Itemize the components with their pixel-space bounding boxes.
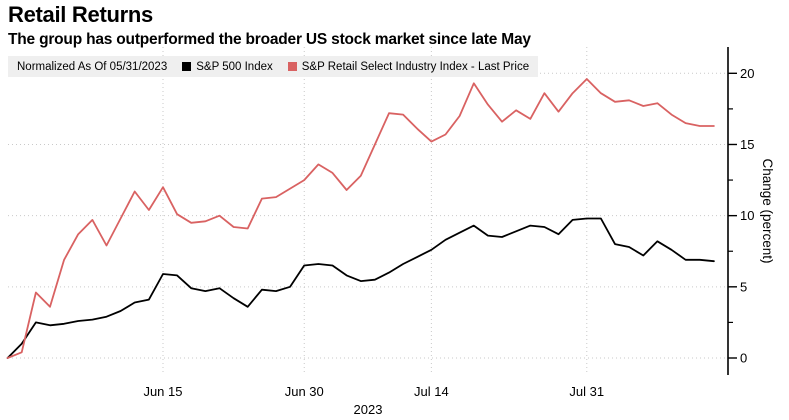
y-tick-label: 20 bbox=[740, 66, 754, 81]
chart-legend: Normalized As Of 05/31/2023 S&P 500 Inde… bbox=[8, 56, 539, 77]
legend-item-sp500: S&P 500 Index bbox=[182, 61, 273, 73]
legend-normalized-note: Normalized As Of 05/31/2023 bbox=[17, 61, 167, 73]
y-tick-label: 10 bbox=[740, 208, 754, 223]
axis-tick-labels: 0 5 10 15 20 Jun 15 Jun 30 Jul 14 Jul 31 bbox=[143, 66, 754, 399]
x-axis-year-label: 2023 bbox=[354, 402, 383, 417]
legend-normalized-label: Normalized As Of 05/31/2023 bbox=[17, 60, 168, 73]
sp500-swatch-icon bbox=[182, 62, 192, 71]
legend-retail-label: S&P Retail Select Industry Index - Last … bbox=[301, 60, 530, 73]
y-axis-title: Change (percent) bbox=[760, 158, 775, 263]
chart-series bbox=[6, 78, 715, 359]
gridlines bbox=[8, 47, 728, 375]
retail-swatch-icon bbox=[287, 62, 297, 71]
retail-line-series bbox=[6, 78, 715, 359]
right-y-axis bbox=[727, 47, 737, 375]
x-tick-label: Jul 14 bbox=[414, 384, 449, 399]
y-tick-label: 5 bbox=[740, 279, 747, 294]
x-tick-label: Jun 15 bbox=[143, 384, 182, 399]
chart-title: Retail Returns bbox=[8, 2, 153, 27]
legend-item-retail: S&P Retail Select Industry Index - Last … bbox=[287, 60, 530, 73]
y-tick-label: 0 bbox=[740, 351, 747, 366]
sp500-line-series bbox=[6, 217, 715, 359]
x-tick-label: Jun 30 bbox=[285, 384, 324, 399]
y-tick-label: 15 bbox=[740, 137, 754, 152]
x-tick-label: Jul 31 bbox=[569, 384, 604, 399]
chart-subtitle: The group has outperformed the broader U… bbox=[8, 31, 531, 49]
chart-header: Retail Returns The group has outperforme… bbox=[8, 2, 768, 49]
legend-sp500-label: S&P 500 Index bbox=[196, 60, 273, 73]
